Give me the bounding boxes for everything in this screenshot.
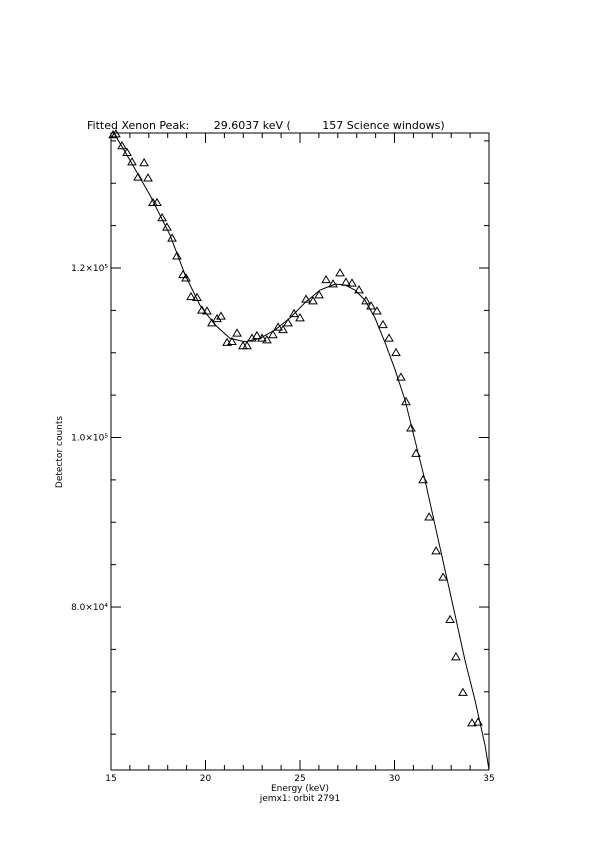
data-point	[181, 273, 191, 282]
y-tick-label: 1.0×10⁵	[71, 434, 108, 444]
data-point	[445, 614, 455, 624]
data-point	[431, 546, 441, 555]
data-point	[212, 313, 222, 323]
data-point	[186, 291, 196, 301]
y-tick-label: 8.0×10⁴	[71, 603, 108, 613]
data-point	[314, 290, 324, 299]
data-point	[366, 301, 376, 310]
data-point	[172, 251, 182, 260]
data-point	[424, 512, 434, 521]
x-axis-label: Energy (keV)	[271, 784, 329, 794]
data-point	[391, 347, 401, 357]
data-point	[268, 329, 278, 339]
data-point	[139, 157, 149, 167]
y-tick-label: 1.2×10⁵	[71, 264, 108, 274]
data-point	[278, 324, 288, 334]
data-point	[467, 718, 477, 727]
x-tick-label: 30	[389, 774, 401, 784]
data-point	[406, 423, 416, 432]
data-point	[458, 687, 468, 696]
data-point	[192, 292, 202, 301]
data-point	[308, 296, 318, 305]
data-point	[361, 296, 371, 305]
chart-title: Fitted Xenon Peak: 29.6037 keV ( 157 Sci…	[87, 119, 445, 132]
data-point	[207, 318, 217, 327]
data-point	[162, 222, 172, 231]
data-point	[117, 140, 127, 150]
data-point	[152, 197, 162, 207]
data-point	[396, 372, 406, 381]
subtitle: jemx1: orbit 2791	[259, 794, 340, 804]
data-point	[143, 173, 153, 182]
x-tick-label: 15	[105, 774, 116, 784]
data-point	[335, 268, 345, 277]
data-point	[372, 306, 382, 315]
data-point	[232, 328, 242, 337]
data-point	[451, 652, 461, 661]
data-point	[295, 313, 305, 322]
data-point	[273, 322, 283, 331]
data-point	[157, 213, 167, 222]
data-point	[438, 572, 448, 581]
data-point	[354, 285, 364, 294]
data-point	[127, 157, 137, 166]
x-tick-label: 35	[483, 774, 494, 784]
data-point	[289, 308, 299, 318]
data-point	[262, 335, 272, 344]
x-tick-label: 25	[294, 774, 305, 784]
data-point	[216, 311, 226, 320]
data-point	[347, 278, 357, 287]
data-point	[283, 318, 293, 327]
data-point	[247, 333, 257, 342]
fit-line	[113, 132, 490, 770]
y-axis-label: Detector counts	[55, 416, 65, 488]
data-point	[321, 274, 331, 284]
data-point	[133, 172, 143, 181]
data-point	[242, 340, 252, 350]
data-point	[227, 336, 237, 346]
x-tick-label: 20	[200, 774, 212, 784]
data-point	[328, 279, 338, 288]
data-point	[384, 333, 394, 342]
data-point	[378, 319, 388, 329]
